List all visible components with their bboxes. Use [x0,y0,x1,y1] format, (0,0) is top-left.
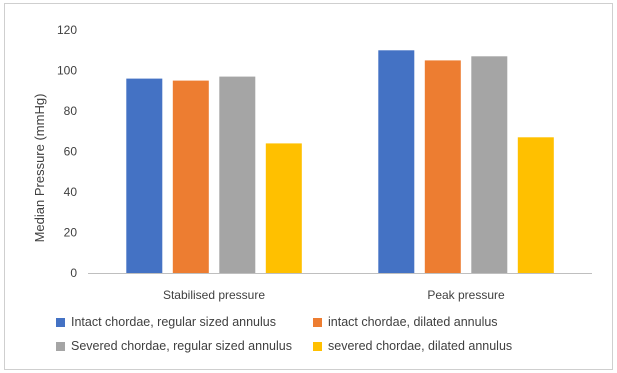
chart-frame [4,3,613,370]
legend: Intact chordae, regular sized annulus int… [56,315,596,353]
bar-4-stabilised [265,143,302,273]
y-tick-label: 80 [64,104,78,118]
bar-3-peak [471,56,508,273]
legend-item: intact chordae, dilated annulus [313,315,573,329]
legend-item: severed chordae, dilated annulus [313,339,573,353]
y-tick-label: 120 [57,23,77,37]
legend-label: Intact chordae, regular sized annulus [71,315,276,329]
bars [126,50,554,274]
y-tick-label: 0 [70,266,77,280]
bar-1-peak [378,50,415,274]
bar-3-stabilised [219,76,256,273]
x-axis-ticks: Stabilised pressure Peak pressure [163,288,505,302]
bar-4-peak [517,137,554,273]
y-tick-label: 40 [64,185,78,199]
bar-2-stabilised [172,80,209,273]
bar-2-peak [424,60,461,274]
x-tick-label: Peak pressure [427,288,505,302]
legend-item: Intact chordae, regular sized annulus [56,315,313,329]
legend-item: Severed chordae, regular sized annulus [56,339,313,353]
legend-swatch [56,341,65,351]
legend-label: Severed chordae, regular sized annulus [71,339,292,353]
legend-label: severed chordae, dilated annulus [328,339,513,353]
legend-label: intact chordae, dilated annulus [328,315,498,329]
legend-swatch [313,341,322,351]
y-tick-label: 100 [57,64,77,78]
y-axis-label: Median Pressure (mmHg) [32,94,47,243]
x-tick-label: Stabilised pressure [163,288,265,302]
legend-swatch [56,317,65,327]
bar-1-stabilised [126,78,163,273]
y-axis-ticks: 0 20 40 60 80 100 120 [57,23,77,280]
y-tick-label: 20 [64,226,78,240]
y-tick-label: 60 [64,145,78,159]
legend-swatch [313,317,322,327]
